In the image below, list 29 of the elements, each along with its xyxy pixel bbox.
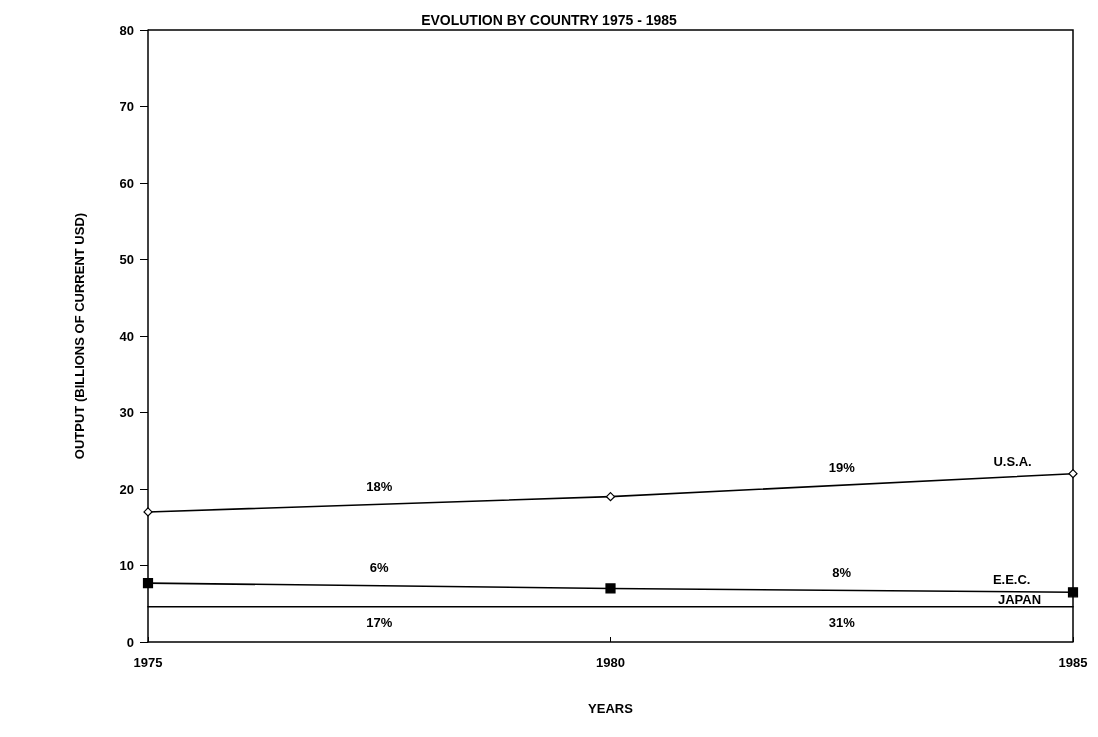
x-tick-label: 1985 (1058, 655, 1088, 670)
annotation: 31% (828, 615, 856, 631)
annotation: 8% (832, 564, 852, 580)
y-tick-label: 70 (119, 99, 134, 114)
y-axis-title: OUTPUT (BILLIONS OF CURRENT USD) (72, 212, 87, 460)
y-tick-label: 40 (119, 328, 134, 344)
x-tick-label: 1975 (133, 655, 163, 670)
y-tick-label: 20 (119, 481, 134, 497)
annotation: 6% (369, 560, 390, 576)
y-tick-label: 80 (119, 22, 134, 38)
series-label: JAPAN (998, 591, 1042, 607)
point (605, 583, 616, 594)
y-tick-label: 50 (119, 252, 134, 267)
point (1068, 469, 1078, 479)
point (605, 492, 616, 502)
y-tick-label: 0 (126, 634, 134, 650)
point (142, 577, 154, 589)
x-tick-label: 1980 (596, 655, 625, 670)
series-label: U.S.A. (993, 454, 1032, 470)
y-tick-label: 10 (119, 558, 134, 573)
annotation: 17% (366, 615, 393, 631)
annotation: 19% (828, 459, 856, 475)
y-tick-label: 30 (119, 405, 134, 420)
point (1067, 587, 1079, 598)
chart-title: EVOLUTION BY COUNTRY 1975 - 1985 (421, 12, 678, 28)
y-tick-label: 60 (119, 175, 134, 191)
series-label: E.E.C. (992, 572, 1031, 588)
annotation: 18% (366, 478, 393, 494)
x-axis-title: YEARS (588, 701, 634, 716)
